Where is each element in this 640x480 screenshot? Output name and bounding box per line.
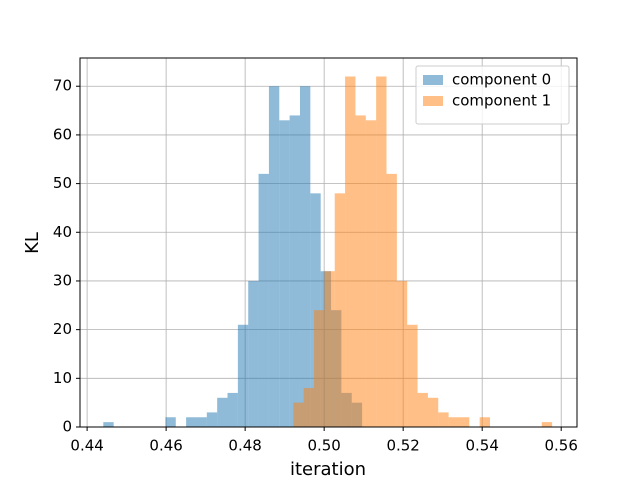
y-tick-label: 10 [53,369,72,387]
histogram-bar [479,417,491,427]
histogram-bar [289,115,300,428]
y-tick-label: 20 [53,320,72,338]
x-tick-label: 0.54 [465,437,498,455]
legend-box [415,65,570,125]
histogram-bar [407,324,418,427]
histogram-bar [227,392,238,427]
histogram-bar [103,422,114,427]
histogram-bar [314,310,325,427]
histogram-bar [268,86,280,427]
histogram-bar [386,173,397,427]
legend-label: component 1 [452,92,551,110]
y-tick-label: 40 [53,223,72,241]
bars [103,76,553,428]
y-tick-label: 50 [53,174,72,192]
histogram-bar [334,193,346,427]
legend-swatch [423,96,443,106]
histogram-bar [396,280,408,427]
histogram-bar [417,392,428,427]
histogram-bar [258,173,269,427]
y-tick-label: 0 [62,418,72,436]
histogram-bar [165,417,176,427]
y-axis-label: KL [22,232,43,254]
histogram-bar [217,397,228,427]
y-tick-label: 30 [53,271,72,289]
histogram-bar [365,120,377,428]
legend-swatch [423,75,443,85]
histogram-bar [303,388,315,427]
histogram-bar [458,417,470,427]
histogram-bar [237,324,249,427]
histogram-bar [438,412,449,427]
x-axis-label: iteration [290,459,366,480]
histogram-bar [186,417,197,427]
histogram-bar [448,417,459,427]
histogram-bar [427,397,439,427]
histogram-bar [299,86,311,427]
histogram-bar [279,120,290,428]
y-tick-label: 70 [53,77,72,95]
x-tick-label: 0.48 [228,437,261,455]
histogram-bar [196,417,207,427]
histogram-bar [541,422,553,427]
histogram-bar [345,76,356,427]
x-tick-label: 0.46 [149,437,182,455]
x-tick-label: 0.44 [70,437,103,455]
x-tick-label: 0.52 [386,437,419,455]
histogram-bar [206,412,218,427]
histogram-bar [376,76,387,427]
histogram-bar [248,280,259,427]
legend: component 0 component 1 [415,65,570,125]
y-tick-label: 60 [53,125,72,143]
histogram-bar [324,271,335,427]
histogram-bar [355,115,366,428]
axes: 0.44 0.46 0.48 0.50 0.52 0.54 0.56 0 10 20 30 40 50 6… [53,77,578,455]
plot-frame [79,57,578,428]
x-tick-label: 0.50 [307,437,340,455]
histogram-bar [293,402,304,427]
x-tick-label: 0.56 [544,437,577,455]
legend-label: component 0 [452,71,551,89]
